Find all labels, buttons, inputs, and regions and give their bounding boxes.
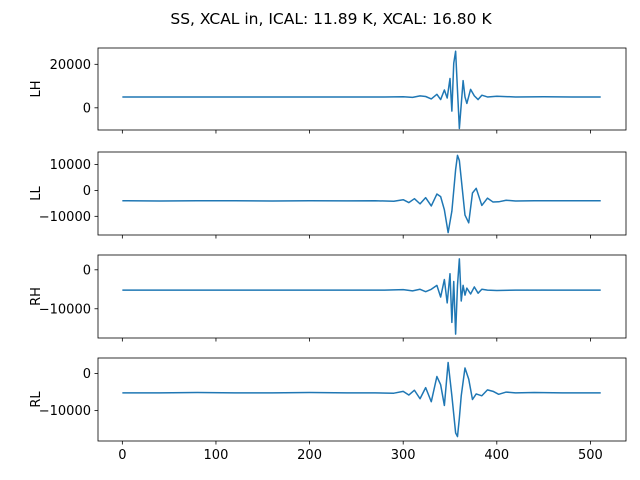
y-tick-label: 0 — [83, 184, 91, 199]
subplot-ll: −10000 0 10000 LL — [29, 151, 627, 239]
subplot-rh: −10000 0 RH — [29, 254, 627, 342]
x-tick-label: 100 — [204, 448, 229, 463]
y-axis-label: RL — [29, 391, 44, 408]
axes-frame — [97, 47, 627, 131]
y-tick-label: 10000 — [50, 158, 91, 173]
x-tick-label: 500 — [578, 448, 603, 463]
series-line-ll — [122, 154, 601, 234]
y-tick-label: −10000 — [39, 302, 91, 317]
y-tick-label: 0 — [83, 263, 91, 278]
x-tick-label: 400 — [484, 448, 509, 463]
y-tick-label: 0 — [83, 367, 91, 382]
y-axis-label: LL — [29, 186, 44, 201]
figure-title: SS, XCAL in, ICAL: 11.89 K, XCAL: 16.80 … — [170, 10, 492, 28]
series-line-lh — [122, 50, 601, 130]
y-tick-label: −10000 — [39, 210, 91, 225]
series-line-rl — [122, 361, 601, 438]
x-tick-label: 200 — [297, 448, 322, 463]
y-axis-label: LH — [29, 80, 44, 97]
axes-frame — [97, 254, 627, 339]
subplot-rl: −10000 0 0 100 200 300 400 500 RL — [29, 357, 627, 463]
series-line-rh — [122, 258, 601, 335]
axes-frame — [97, 357, 627, 442]
y-tick-label: 0 — [83, 101, 91, 116]
y-tick-label: 20000 — [50, 58, 91, 73]
y-tick-label: −10000 — [39, 404, 91, 419]
x-tick-label: 300 — [391, 448, 416, 463]
axes-frame — [97, 151, 627, 236]
subplot-lh: 0 20000 LH — [29, 47, 627, 134]
y-axis-label: RH — [29, 287, 44, 306]
x-tick-label: 0 — [118, 448, 126, 463]
